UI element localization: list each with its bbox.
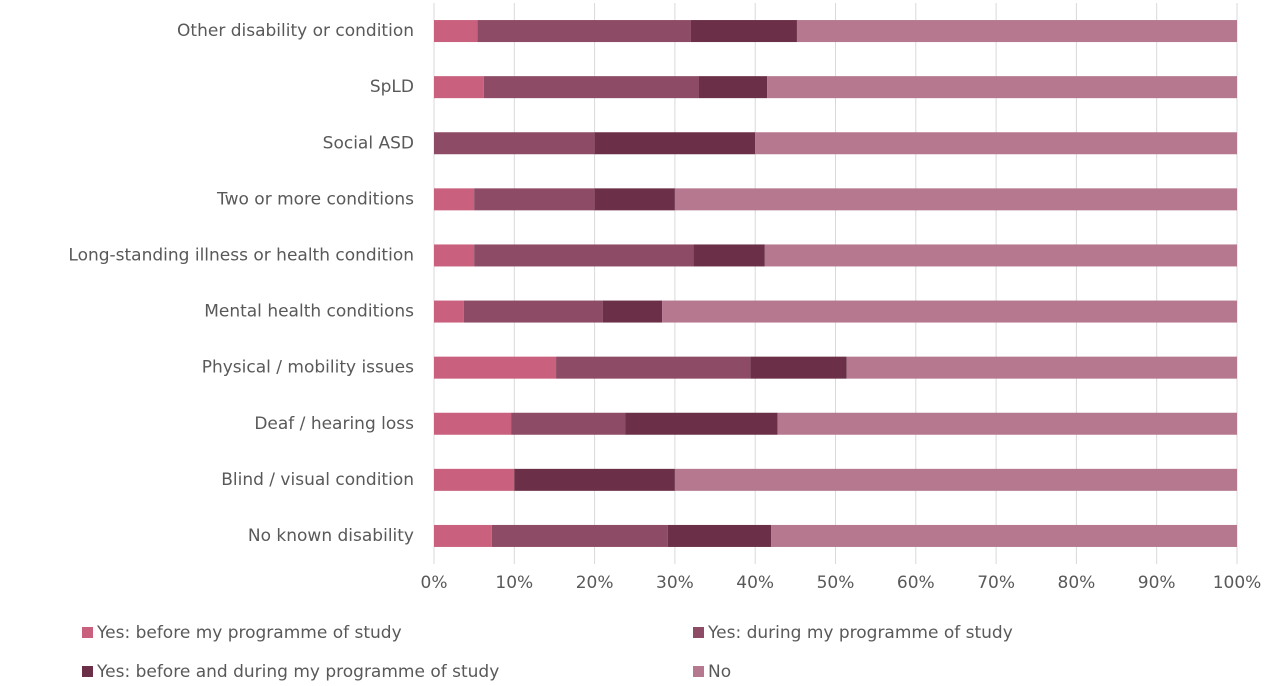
x-tick-label: 70% [977, 573, 1015, 593]
category-label: Blind / visual condition [221, 470, 414, 490]
bar-segment [674, 468, 1237, 491]
bar-segment [594, 132, 756, 155]
category-label: Mental health conditions [204, 302, 414, 322]
x-tick-label: 80% [1058, 573, 1096, 593]
legend-swatch [82, 627, 93, 638]
x-tick-label: 90% [1138, 573, 1176, 593]
bar-segment [434, 524, 492, 547]
bar-segment [667, 524, 772, 547]
bar-segment [625, 412, 778, 435]
legend-label: Yes: before my programme of study [96, 623, 402, 643]
bar-segment [434, 20, 478, 43]
x-tick-label: 50% [817, 573, 855, 593]
legend-label: No [708, 662, 731, 682]
bar-segment [767, 76, 1237, 99]
bar-segment [474, 244, 694, 267]
bar-segment [474, 188, 595, 211]
bar-segment [846, 356, 1237, 379]
category-label: Two or more conditions [216, 189, 414, 209]
bar-segment [594, 188, 675, 211]
category-label: Physical / mobility issues [202, 358, 414, 378]
bar-segment [434, 76, 484, 99]
legend-label: Yes: during my programme of study [707, 623, 1013, 643]
category-label: Other disability or condition [177, 21, 414, 41]
category-label: SpLD [370, 77, 414, 97]
bar-segment [674, 188, 1237, 211]
x-tick-label: 0% [421, 573, 448, 593]
legend-swatch [82, 666, 93, 677]
x-tick-label: 10% [495, 573, 533, 593]
bar-segment [771, 524, 1237, 547]
bar-segment [662, 300, 1237, 323]
bar-segment [690, 20, 797, 43]
bar-segment [434, 244, 475, 267]
bar-segment [698, 76, 768, 99]
x-tick-label: 30% [656, 573, 694, 593]
x-tick-label: 40% [736, 573, 774, 593]
bar-segment [491, 524, 668, 547]
legend-swatch [693, 627, 704, 638]
bar-segment [514, 468, 675, 491]
category-label: Social ASD [323, 133, 414, 153]
x-tick-label: 100% [1213, 573, 1262, 593]
category-label: Long-standing illness or health conditio… [68, 245, 414, 265]
x-tick-label: 60% [897, 573, 935, 593]
bar-segment [796, 20, 1237, 43]
bar-segment [434, 132, 595, 155]
legend-label: Yes: before and during my programme of s… [96, 662, 499, 682]
bar-segment [434, 188, 475, 211]
x-tick-label: 20% [576, 573, 614, 593]
bar-segment [434, 412, 512, 435]
category-label: Deaf / hearing loss [254, 414, 414, 434]
bar-segment [483, 76, 699, 99]
bar-segment [755, 132, 1237, 155]
bar-segment [556, 356, 751, 379]
legend-swatch [693, 666, 704, 677]
category-label: No known disability [248, 526, 414, 546]
bar-segment [434, 356, 557, 379]
bar-segment [602, 300, 663, 323]
bar-segment [463, 300, 603, 323]
bar-segment [434, 300, 464, 323]
bar-segment [693, 244, 765, 267]
bar-segment [434, 468, 515, 491]
bar-segment [764, 244, 1237, 267]
bar-segment [511, 412, 626, 435]
bar-segment [750, 356, 847, 379]
bar-segment [477, 20, 691, 43]
bar-segment [777, 412, 1237, 435]
